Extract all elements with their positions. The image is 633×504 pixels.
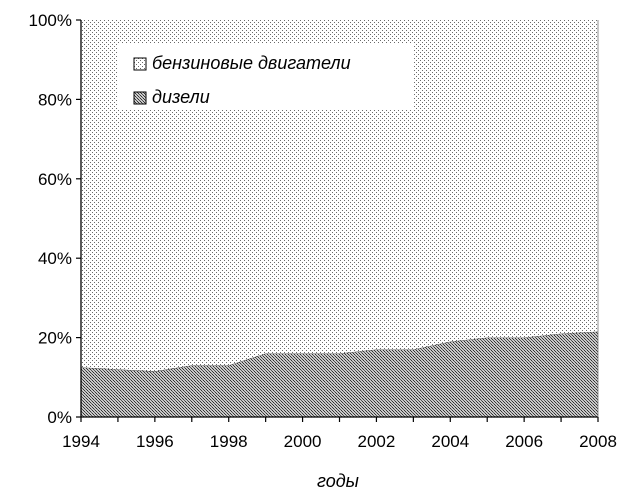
x-tick-label: 1996 xyxy=(136,432,174,451)
y-tick-label: 40% xyxy=(38,249,72,268)
y-tick-label: 100% xyxy=(29,11,72,30)
x-tick-label: 2002 xyxy=(358,432,396,451)
legend-label-petrol: бензиновые двигатели xyxy=(152,53,351,73)
x-tick-label: 2006 xyxy=(505,432,543,451)
y-axis-tick-labels: 0% 20% 40% 60% 80% 100% xyxy=(29,11,72,427)
axes xyxy=(76,19,599,422)
legend-swatch-petrol xyxy=(133,57,147,71)
y-tick-label: 20% xyxy=(38,329,72,348)
area-series-diesel xyxy=(81,331,598,417)
x-tick-label: 1998 xyxy=(210,432,248,451)
x-axis-tick-labels: 1994 1996 1998 2000 2002 2004 2006 2008 xyxy=(62,432,617,451)
x-tick-label: 2000 xyxy=(284,432,322,451)
x-axis-title: годы xyxy=(317,471,359,491)
y-tick-label: 80% xyxy=(38,90,72,109)
legend-label-diesel: дизели xyxy=(152,87,210,107)
x-tick-label: 2008 xyxy=(579,432,617,451)
legend-swatch-diesel xyxy=(133,91,147,105)
legend-box xyxy=(117,44,414,110)
x-tick-label: 2004 xyxy=(431,432,469,451)
x-tick-label: 1994 xyxy=(62,432,100,451)
legend: бензиновые двигатели дизели xyxy=(117,44,414,110)
y-tick-label: 60% xyxy=(38,170,72,189)
y-tick-label: 0% xyxy=(47,408,72,427)
